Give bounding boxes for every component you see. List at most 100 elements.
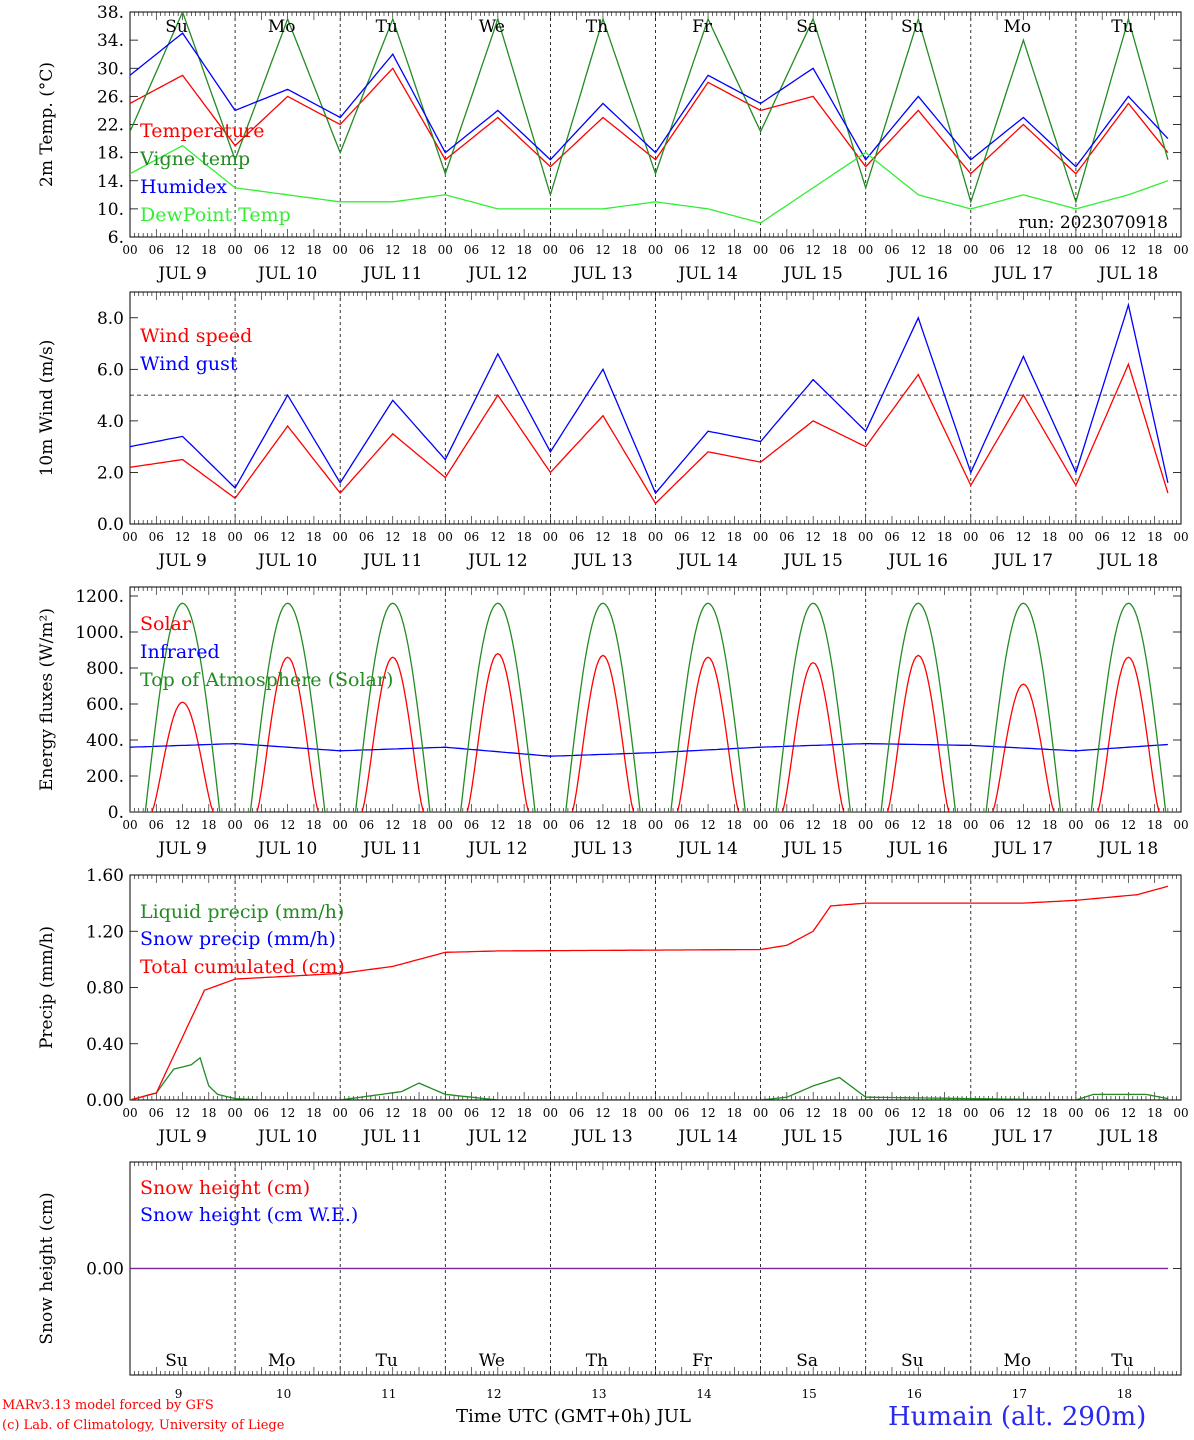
hour-tick-label: 06	[149, 818, 164, 832]
series-line-wind-gust	[130, 302, 1169, 495]
hour-tick-label: 00	[1068, 1106, 1083, 1120]
hour-tick-label: 12	[911, 1106, 926, 1120]
hour-tick-label: 18	[201, 818, 216, 832]
hour-tick-label: 18	[727, 243, 742, 257]
day-name-top: Tu	[1111, 17, 1133, 37]
hour-tick-label: 06	[149, 1106, 164, 1120]
day-name-top: Tu	[376, 17, 398, 37]
date-label: JUL 9	[156, 1127, 207, 1147]
hour-tick-label: 18	[306, 530, 321, 544]
legend-infrared: Infrared	[140, 641, 220, 663]
hour-tick-label: 06	[989, 818, 1004, 832]
hour-tick-label: 06	[359, 818, 374, 832]
date-label: JUL 15	[781, 264, 842, 284]
hour-tick-label: 00	[1068, 530, 1083, 544]
series-line-top-of-atmosphere-solar	[130, 602, 1179, 812]
hour-tick-label: 00	[543, 243, 558, 257]
series-group	[130, 885, 1169, 1100]
hour-tick-label: 00	[753, 1106, 768, 1120]
date-label: JUL 9	[156, 839, 207, 859]
hour-tick-label: 06	[884, 530, 899, 544]
series-group	[130, 302, 1169, 505]
hour-tick-label: 06	[779, 1106, 794, 1120]
y-tick-label: 0.0	[97, 515, 124, 535]
y-tick-label: 600.	[86, 695, 124, 715]
hour-tick-label: 06	[989, 243, 1004, 257]
date-label: JUL 12	[466, 264, 527, 284]
hour-tick-label: 06	[674, 243, 689, 257]
y-axis-title: Energy fluxes (W/m²)	[37, 608, 57, 791]
hour-tick-label: 12	[806, 530, 821, 544]
hour-tick-label: 12	[911, 243, 926, 257]
y-tick-label: 0.00	[86, 1091, 124, 1111]
date-label: JUL 18	[1097, 839, 1158, 859]
date-label: JUL 17	[992, 1127, 1053, 1147]
y-tick-label: 4.0	[97, 412, 124, 432]
hour-tick-label: 12	[280, 530, 295, 544]
hour-tick-label: 18	[411, 818, 426, 832]
day-number: 11	[381, 1387, 396, 1401]
hour-tick-label: 12	[280, 818, 295, 832]
day-name-bottom: Sa	[796, 1351, 818, 1371]
hour-tick-label: 06	[569, 1106, 584, 1120]
hour-tick-label: 06	[149, 530, 164, 544]
date-label: JUL 16	[887, 1127, 948, 1147]
hour-tick-label: 18	[832, 1106, 847, 1120]
y-tick-label: 1.60	[86, 866, 124, 886]
hour-tick-label: 18	[727, 1106, 742, 1120]
y-axis-title: 2m Temp. (°C)	[37, 62, 57, 187]
hour-tick-label: 12	[595, 243, 610, 257]
hour-tick-label: 18	[832, 530, 847, 544]
y-tick-label: 6.0	[97, 360, 124, 380]
hour-tick-label: 06	[989, 530, 1004, 544]
panel-5: 0.00 Snow height (cm) Snow height (cm) Snow…	[37, 1161, 1182, 1376]
hour-tick-label: 06	[359, 243, 374, 257]
hour-tick-label: 00	[438, 530, 453, 544]
y-tick-label: 0.80	[86, 979, 124, 999]
hour-tick-label: 12	[385, 818, 400, 832]
hour-tick-label: 18	[1042, 243, 1057, 257]
hour-tick-label: 00	[753, 243, 768, 257]
hour-tick-label: 06	[464, 243, 479, 257]
hour-tick-label: 00	[333, 243, 348, 257]
hour-tick-label: 12	[490, 1106, 505, 1120]
date-label: JUL 18	[1097, 1127, 1158, 1147]
hour-tick-label: 06	[989, 1106, 1004, 1120]
hour-tick-label: 18	[1042, 1106, 1057, 1120]
y-tick-label: 6.	[108, 228, 124, 248]
hour-tick-label: 06	[884, 1106, 899, 1120]
date-label: JUL 10	[256, 551, 317, 571]
series-line-temperature	[130, 67, 1169, 175]
hour-tick-label: 12	[595, 530, 610, 544]
series-line-wind-speed	[130, 362, 1169, 505]
hour-tick-label: 18	[516, 530, 531, 544]
hour-tick-label: 00	[753, 818, 768, 832]
date-label: JUL 13	[571, 839, 632, 859]
hour-tick-label: 18	[622, 530, 637, 544]
hour-tick-label: 00	[227, 243, 242, 257]
day-name-top: Mo	[1004, 17, 1032, 37]
hour-tick-label: 00	[753, 530, 768, 544]
hour-tick-label: 06	[359, 1106, 374, 1120]
series-line-total-cumulated-cm	[130, 885, 1169, 1100]
series-line-liquid-precip-mm-h	[130, 1056, 1169, 1100]
hour-tick-label: 00	[227, 530, 242, 544]
series-group	[130, 602, 1179, 812]
date-label: JUL 12	[466, 551, 527, 571]
hour-tick-label: 06	[674, 530, 689, 544]
hour-tick-label: 18	[832, 818, 847, 832]
hour-tick-label: 18	[622, 1106, 637, 1120]
date-label: JUL 14	[676, 551, 737, 571]
hour-tick-label: 18	[1147, 1106, 1162, 1120]
hour-tick-label: 12	[1016, 818, 1031, 832]
hour-tick-label: 12	[595, 1106, 610, 1120]
hour-tick-label: 18	[1147, 530, 1162, 544]
hour-tick-label: 06	[1095, 1106, 1110, 1120]
hour-tick-label: 12	[280, 1106, 295, 1120]
hour-tick-label: 06	[254, 530, 269, 544]
run-annotation: run: 2023070918	[1019, 213, 1168, 233]
day-name-bottom: Fr	[692, 1351, 713, 1371]
legend-wind-speed: Wind speed	[140, 325, 252, 347]
hour-tick-label: 18	[622, 818, 637, 832]
